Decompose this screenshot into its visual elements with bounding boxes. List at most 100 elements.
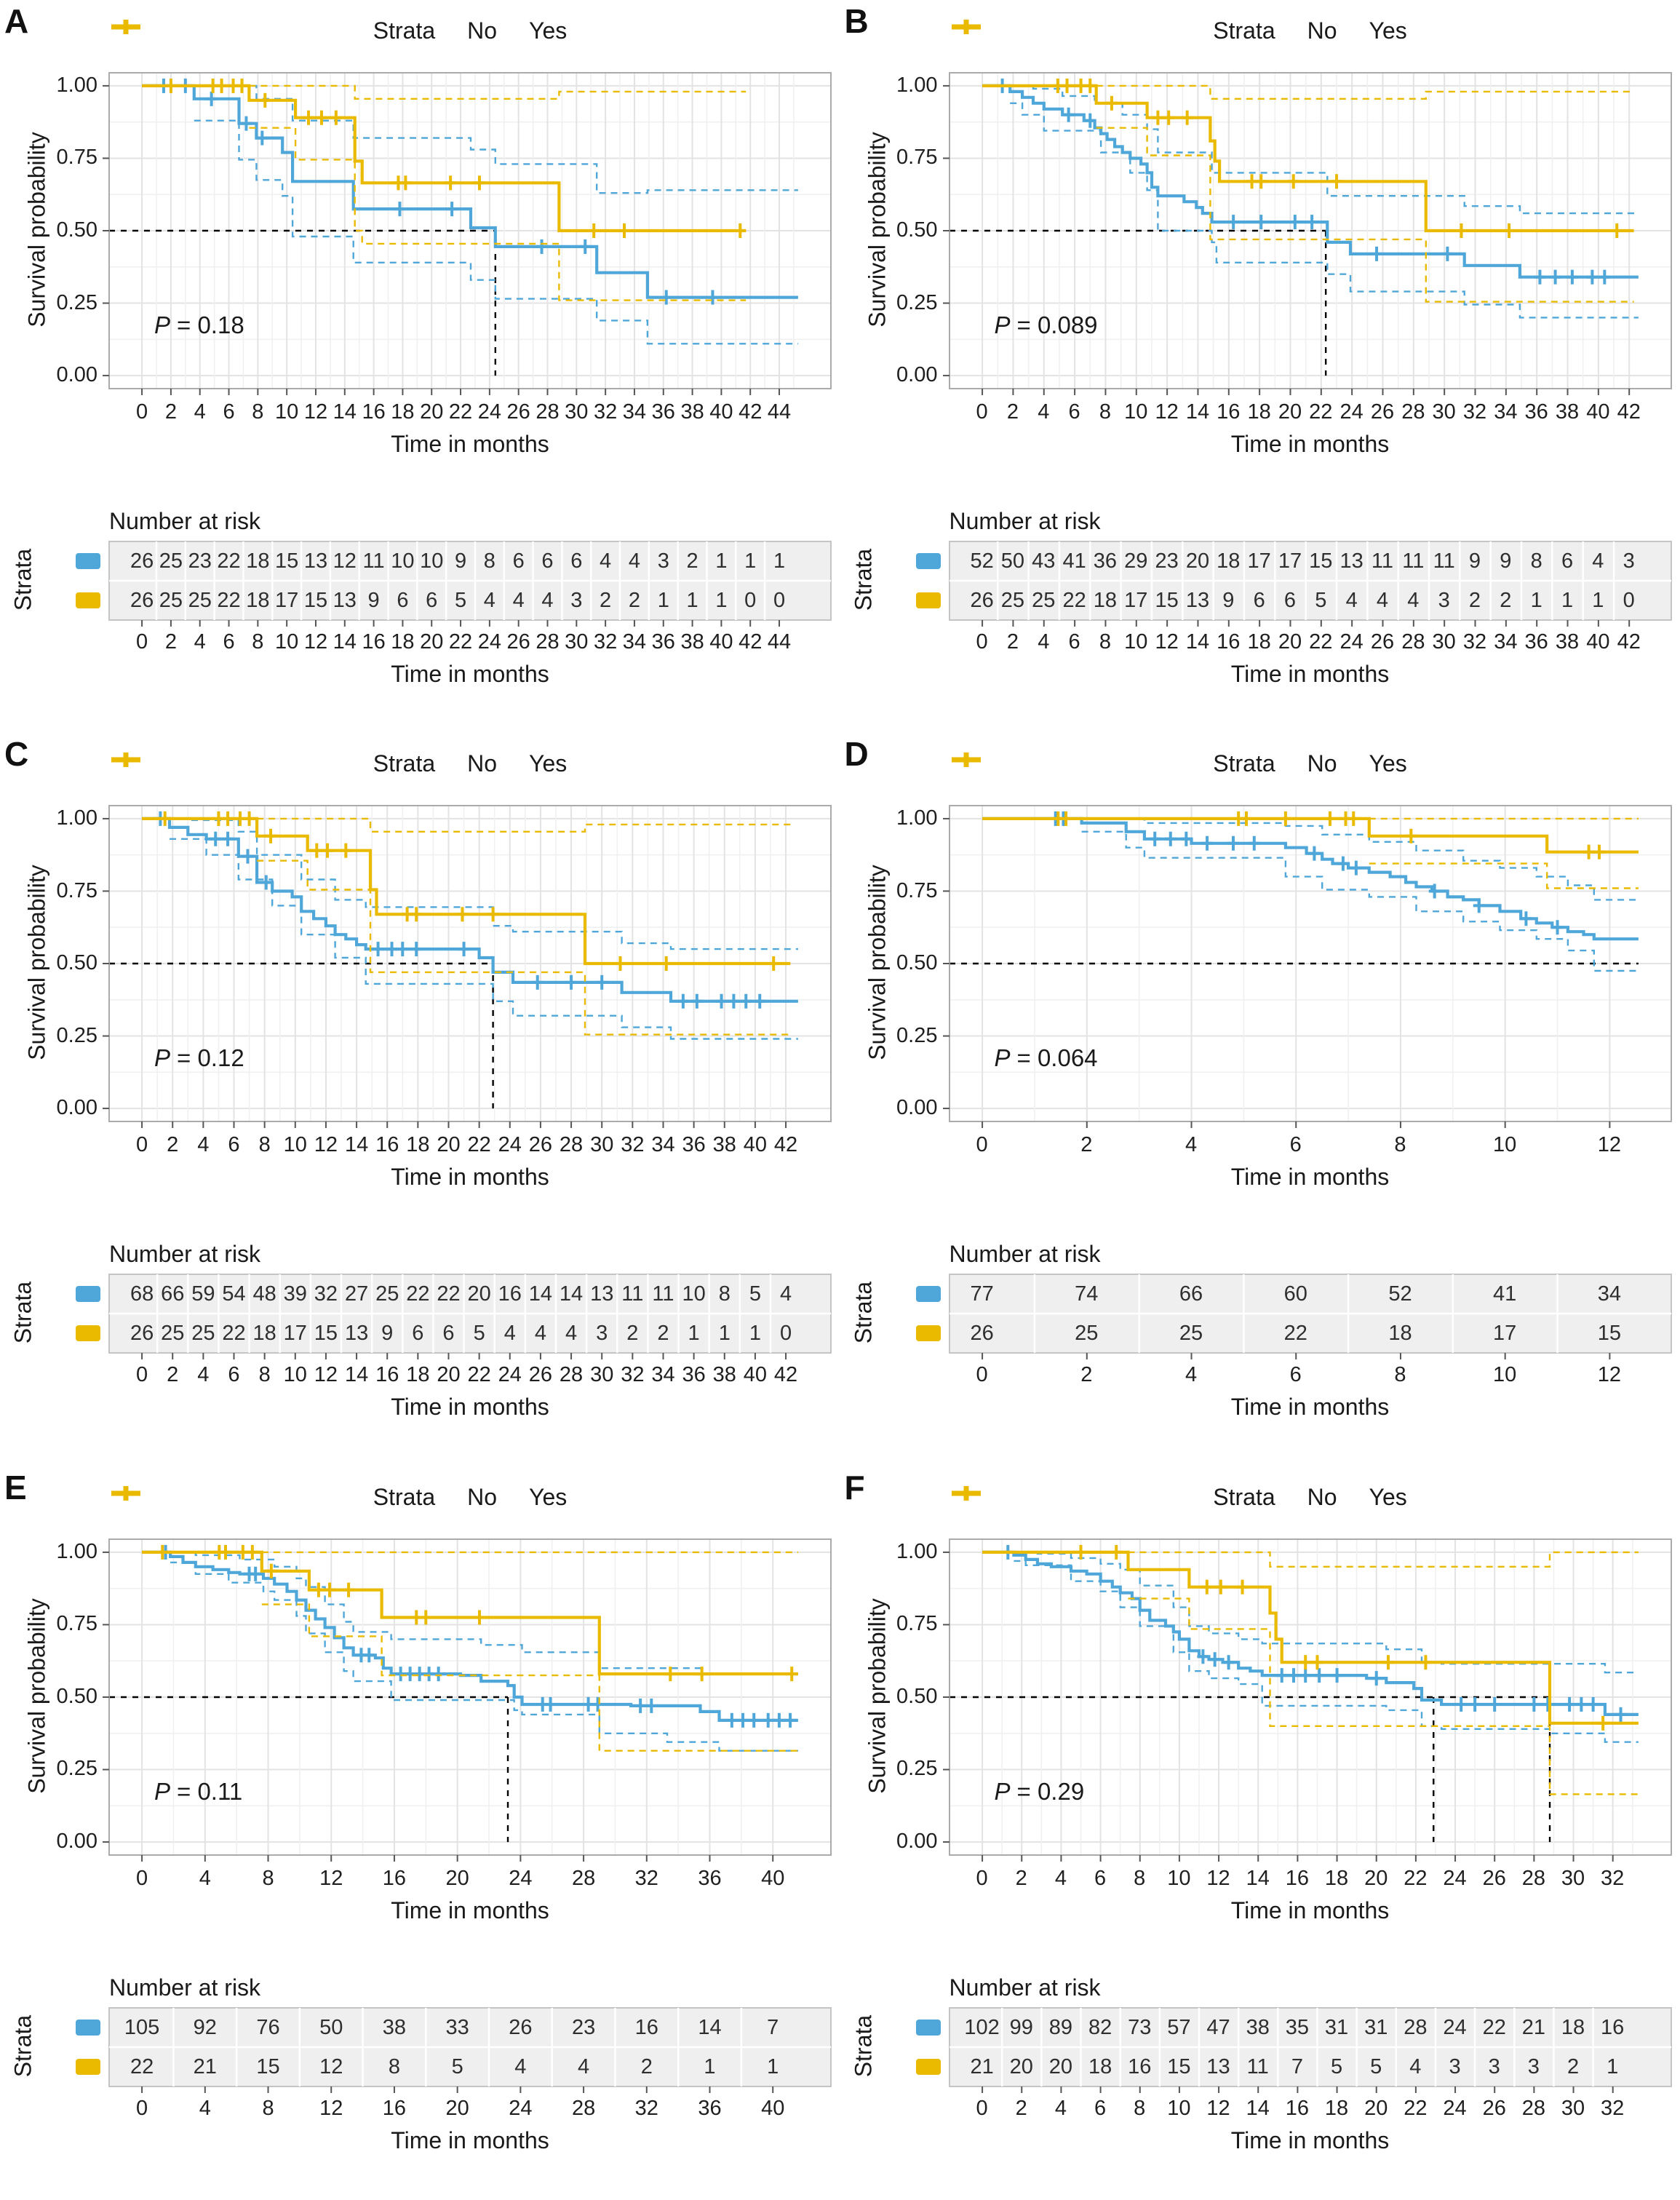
- legend-item-no: No: [467, 750, 497, 777]
- risk-count: 74: [1056, 1280, 1117, 1308]
- risk-count: 22: [111, 2053, 172, 2081]
- legend-title: Strata: [1213, 17, 1275, 44]
- p-value-label: P= 0.12: [154, 1044, 244, 1072]
- risk-count: 3: [1599, 547, 1660, 575]
- risk-count: 0: [1599, 587, 1660, 614]
- strata-axis-label: Strata: [10, 536, 37, 624]
- risk-x-tick-label: 44: [750, 630, 808, 654]
- risk-count: 21: [175, 2053, 236, 2081]
- p-value-text: = 0.29: [1017, 1778, 1085, 1806]
- strata-key-swatch-yes: [76, 2059, 100, 2075]
- legend-label-yes: Yes: [529, 1484, 567, 1511]
- risk-count: 12: [300, 2053, 362, 2081]
- risk-x-tick-label: 32: [618, 2097, 676, 2121]
- p-symbol: P: [995, 311, 1011, 339]
- legend-plus-icon-yes: [109, 17, 143, 36]
- risk-count: 34: [1579, 1280, 1640, 1308]
- x-tick-label: 40: [744, 1867, 802, 1891]
- strata-key-swatch-yes: [916, 2059, 941, 2075]
- strata-key-swatch-no: [76, 2020, 100, 2036]
- y-tick-label: 0.50: [36, 951, 97, 975]
- legend-label-yes: Yes: [1369, 1484, 1407, 1511]
- legend-plus-icon-yes: [109, 1484, 143, 1503]
- risk-table-title: Number at risk: [950, 1241, 1101, 1268]
- risk-x-tick-label: 32: [1583, 2097, 1641, 2121]
- legend-label-no: No: [1307, 17, 1337, 44]
- y-tick-label: 0.25: [877, 291, 938, 315]
- risk-x-tick-label: 20: [429, 2097, 487, 2121]
- y-tick-label: 0.00: [36, 1830, 97, 1854]
- risk-count: 0: [755, 1319, 816, 1347]
- risk-count: 33: [427, 2014, 488, 2041]
- legend-item-no: No: [1307, 1484, 1337, 1511]
- legend-label-no: No: [1307, 750, 1337, 777]
- risk-table-title: Number at risk: [109, 1241, 260, 1268]
- risk-x-tick-label: 0: [113, 2097, 171, 2121]
- x-axis-title: Time in months: [1150, 1164, 1470, 1191]
- x-tick-label: 10: [1476, 1133, 1534, 1157]
- km-plot-canvas: [0, 1466, 840, 2199]
- panel-letter: A: [4, 1, 28, 41]
- risk-x-tick-label: 40: [744, 2097, 802, 2121]
- risk-count: 18: [1369, 1319, 1430, 1347]
- risk-x-axis-title: Time in months: [1150, 1394, 1470, 1421]
- risk-x-axis-title: Time in months: [1150, 661, 1470, 688]
- risk-x-tick-label: 8: [239, 2097, 298, 2121]
- legend-plus-icon-yes: [950, 750, 983, 769]
- y-tick-label: 0.75: [877, 1612, 938, 1636]
- risk-count: 50: [300, 2014, 362, 2041]
- strata-axis-label: Strata: [10, 2002, 37, 2089]
- strata-key-swatch-yes: [76, 1325, 100, 1341]
- strata-key-swatch-no: [916, 1286, 941, 1302]
- legend-item-no: No: [1307, 17, 1337, 44]
- strata-key-swatch-no: [916, 2020, 941, 2036]
- risk-x-axis-title: Time in months: [310, 2127, 630, 2154]
- strata-key-swatch-no: [76, 1286, 100, 1302]
- panel-letter: E: [4, 1468, 27, 1507]
- risk-count: 14: [680, 2014, 741, 2041]
- risk-count: 4: [553, 2053, 614, 2081]
- strata-axis-label: Strata: [850, 536, 877, 624]
- risk-table-title: Number at risk: [109, 508, 260, 535]
- x-tick-label: 36: [681, 1867, 739, 1891]
- risk-count: 8: [364, 2053, 425, 2081]
- x-axis-title: Time in months: [1150, 431, 1470, 458]
- y-tick-label: 0.50: [877, 1685, 938, 1709]
- legend-label-yes: Yes: [529, 750, 567, 777]
- risk-count: 66: [1161, 1280, 1222, 1308]
- x-tick-label: 32: [1583, 1867, 1641, 1891]
- risk-count: 26: [952, 1319, 1013, 1347]
- y-tick-label: 0.00: [877, 363, 938, 387]
- x-tick-label: 42: [1600, 400, 1658, 424]
- y-tick-label: 1.00: [36, 74, 97, 98]
- risk-count: 1: [742, 2053, 803, 2081]
- risk-count: 105: [111, 2014, 172, 2041]
- panel-letter: C: [4, 734, 28, 774]
- legend-title: Strata: [373, 750, 435, 777]
- km-plot-canvas: [0, 733, 840, 1466]
- p-value-text: = 0.18: [177, 311, 244, 339]
- x-axis-title: Time in months: [310, 1897, 630, 1924]
- risk-x-tick-label: 28: [554, 2097, 613, 2121]
- x-tick-label: 8: [239, 1867, 298, 1891]
- legend-label-no: No: [1307, 1484, 1337, 1511]
- x-tick-label: 6: [1267, 1133, 1325, 1157]
- p-symbol: P: [995, 1778, 1011, 1806]
- risk-x-tick-label: 42: [757, 1363, 815, 1387]
- y-tick-label: 0.75: [877, 146, 938, 170]
- risk-x-axis-title: Time in months: [310, 1394, 630, 1421]
- strata-axis-label: Strata: [10, 1269, 37, 1357]
- y-tick-label: 0.25: [877, 1757, 938, 1781]
- risk-count: 7: [742, 2014, 803, 2041]
- y-tick-label: 0.25: [877, 1024, 938, 1048]
- panel-letter: F: [845, 1468, 865, 1507]
- y-tick-label: 1.00: [36, 1540, 97, 1564]
- risk-count: 17: [1474, 1319, 1535, 1347]
- risk-count: 92: [175, 2014, 236, 2041]
